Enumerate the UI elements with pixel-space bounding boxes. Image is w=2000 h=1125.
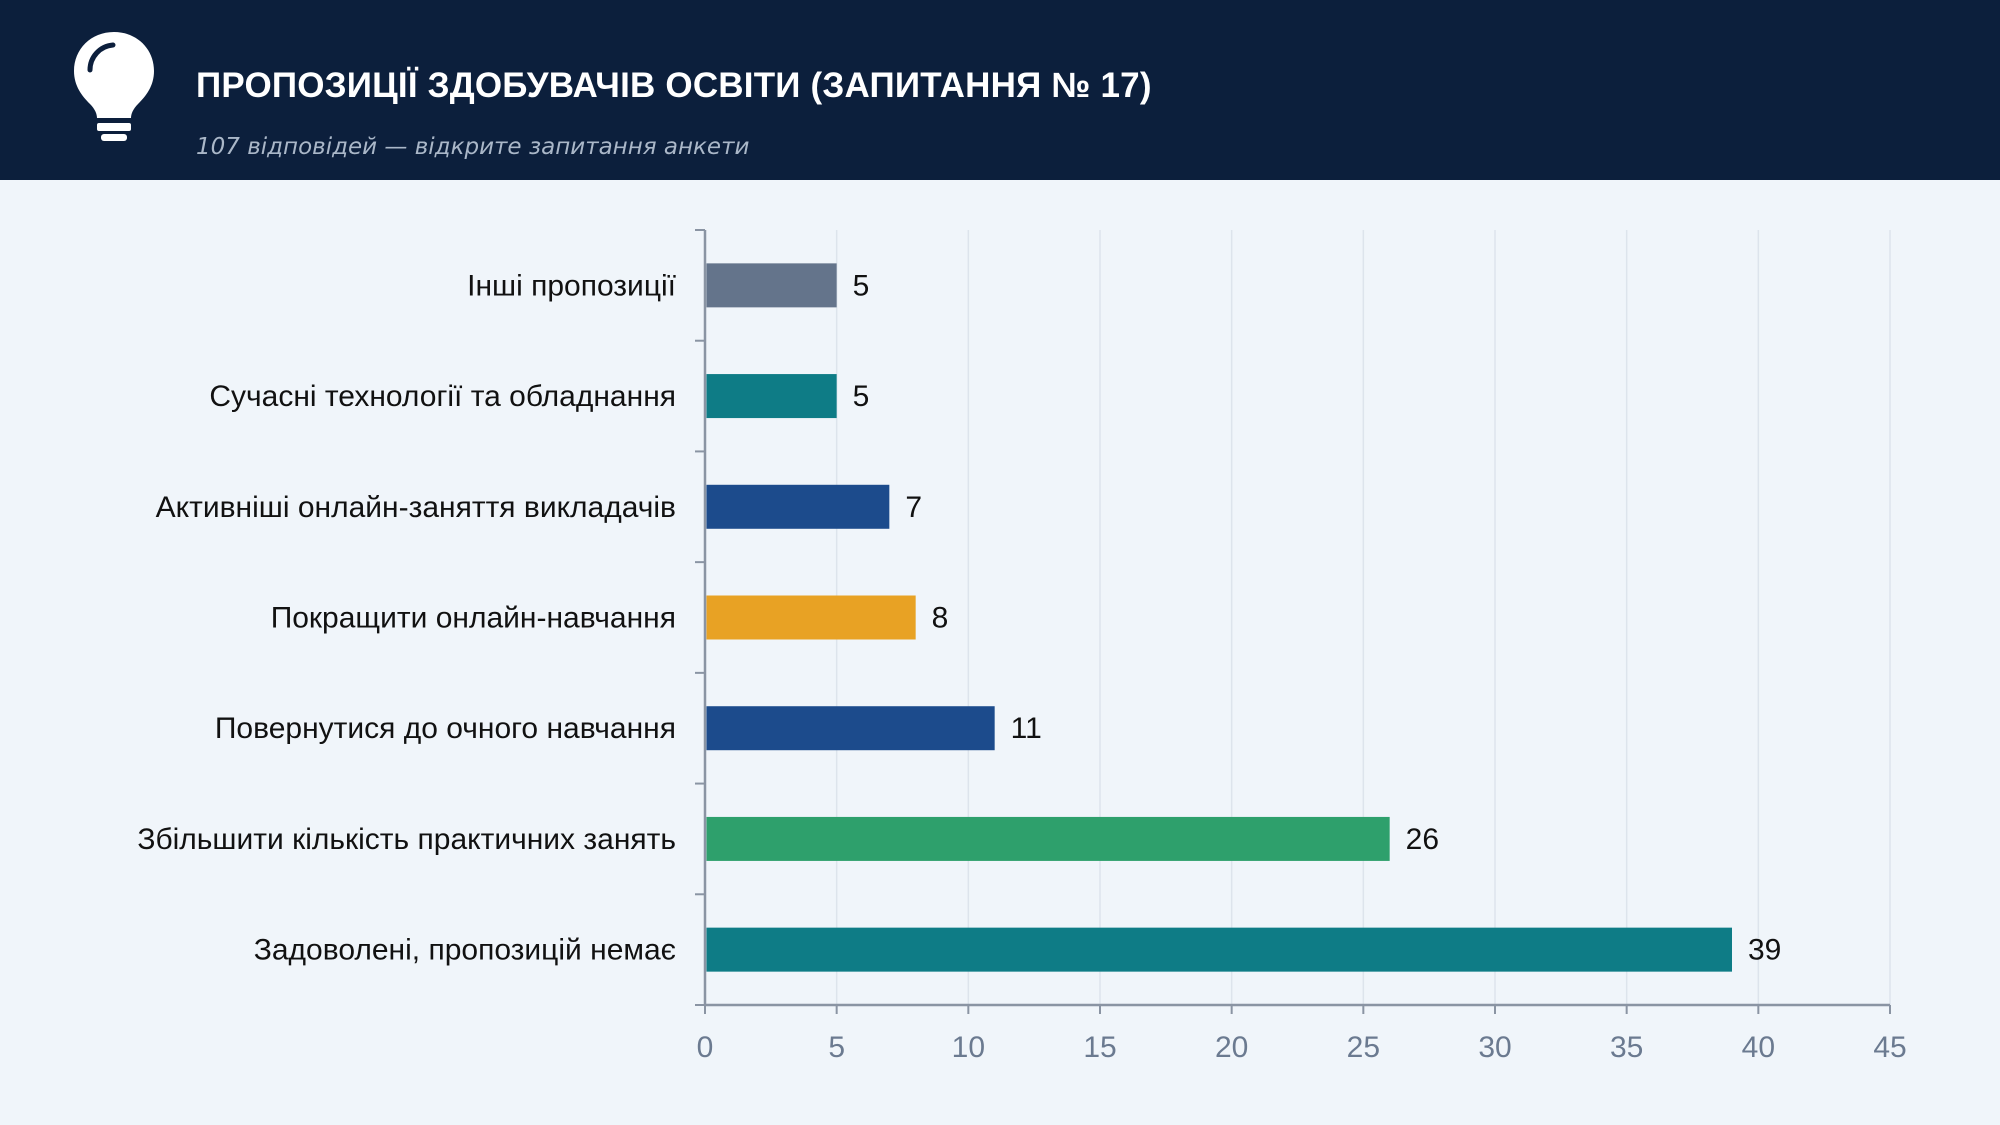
- tick-labels: 0 5 10 15 20 25 30 35 40 45: [697, 1031, 1907, 1064]
- bar: [706, 263, 837, 308]
- x-tick-label: 20: [1215, 1031, 1248, 1064]
- bar: [706, 927, 1732, 972]
- bar: [706, 595, 916, 640]
- value-labels: 5 5 7 8 11 26 39: [853, 269, 1782, 966]
- bar: [706, 816, 1390, 861]
- page-subtitle: 107 відповідей — відкрите запитання анке…: [196, 134, 750, 160]
- bar: [706, 706, 995, 751]
- header-bar: ПРОПОЗИЦІЇ ЗДОБУВАЧІВ ОСВІТИ (ЗАПИТАННЯ …: [0, 0, 2000, 180]
- category-label: Повернутися до очного навчання: [215, 712, 676, 745]
- category-label: Інші пропозиції: [467, 269, 677, 302]
- data-label: 5: [853, 269, 870, 302]
- bar: [706, 374, 837, 419]
- bar: [706, 484, 890, 529]
- grid-lines: [835, 230, 1891, 1005]
- x-tick-label: 5: [828, 1031, 845, 1064]
- page-title: ПРОПОЗИЦІЇ ЗДОБУВАЧІВ ОСВІТИ (ЗАПИТАННЯ …: [196, 66, 1152, 105]
- x-tick-label: 0: [697, 1031, 714, 1064]
- data-label: 11: [1011, 712, 1042, 745]
- x-tick-label: 10: [952, 1031, 985, 1064]
- bars: [706, 263, 1732, 972]
- data-label: 26: [1406, 823, 1439, 856]
- data-label: 5: [853, 380, 870, 413]
- data-label: 39: [1748, 934, 1781, 967]
- data-label: 8: [932, 602, 949, 635]
- x-tick-label: 30: [1478, 1031, 1511, 1064]
- category-labels: Інші пропозиції Сучасні технології та обл…: [137, 269, 676, 966]
- category-label: Збільшити кількість практичних занять: [137, 823, 676, 856]
- x-tick-label: 15: [1083, 1031, 1116, 1064]
- chart-axes: [695, 229, 1891, 1014]
- category-label: Сучасні технології та обладнання: [209, 380, 676, 413]
- category-label: Задоволені, пропозицій немає: [254, 934, 676, 967]
- category-label: Покращити онлайн-навчання: [271, 602, 676, 635]
- bar-chart: Інші пропозиції Сучасні технології та обл…: [137, 229, 1907, 1064]
- category-label: Активніші онлайн-заняття викладачів: [156, 491, 676, 524]
- x-tick-label: 25: [1347, 1031, 1380, 1064]
- lightbulb-icon: [74, 32, 154, 141]
- data-label: 7: [905, 491, 922, 524]
- x-tick-label: 35: [1610, 1031, 1643, 1064]
- x-tick-label: 40: [1742, 1031, 1775, 1064]
- x-tick-label: 45: [1873, 1031, 1906, 1064]
